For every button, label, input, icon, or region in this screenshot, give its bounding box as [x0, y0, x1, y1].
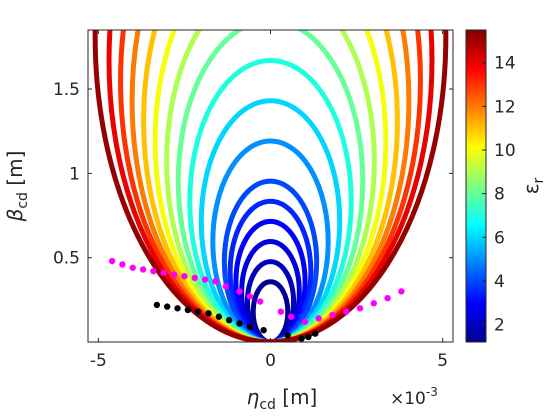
- series-0-point-18: [315, 315, 322, 322]
- y-tick-label-1: 1: [69, 164, 80, 184]
- series-0-point-15: [277, 308, 285, 315]
- circle-eps-15: [106, 30, 435, 342]
- colorbar-symbol: ε: [519, 183, 543, 194]
- series-0-point-4: [150, 267, 157, 275]
- series-1-point-3: [184, 306, 192, 314]
- series-0-point-12: [236, 288, 243, 295]
- circle-eps-14: [118, 30, 423, 342]
- series-0-point-2: [129, 264, 136, 271]
- series-1-point-4: [194, 308, 202, 315]
- y-axis-subscript: cd: [15, 192, 31, 209]
- series-1-point-9: [246, 323, 254, 331]
- circle-eps-8: [187, 58, 354, 342]
- series-1-point-12: [298, 335, 305, 342]
- series-0-point-22: [370, 300, 378, 307]
- series-0-point-11: [222, 283, 229, 290]
- series-0-point-24: [398, 288, 405, 295]
- x-tick-label-2: 5: [437, 351, 448, 371]
- circle-eps-16: [92, 30, 449, 342]
- series-0-point-10: [212, 278, 219, 285]
- y-tick-label-2: 1.5: [53, 80, 80, 100]
- series-0-point-19: [329, 311, 336, 319]
- colorbar-ticks: 2 4 6 8 10 12 14: [482, 54, 516, 336]
- circle-eps-6: [210, 138, 331, 342]
- series-1-point-1: [163, 303, 171, 310]
- series-1-point-0: [153, 301, 161, 309]
- series-0-point-21: [356, 305, 364, 312]
- series-0-point-14: [256, 298, 264, 305]
- series-0-point-20: [343, 308, 350, 315]
- circle-eps-3: [233, 218, 308, 342]
- x-tick-label-0: -5: [90, 351, 107, 371]
- series-0-point-8: [191, 274, 198, 282]
- points-layer: [108, 257, 405, 342]
- circles-layer: [92, 30, 449, 342]
- colorbar-tick-label-2: 6: [494, 228, 505, 248]
- colorbar-tick-label-4: 10: [494, 141, 516, 161]
- axes-layer: -5 0 5 0.5 1 1.5: [53, 30, 453, 371]
- circle-eps-11: [152, 30, 389, 342]
- series-0-point-0: [108, 257, 116, 265]
- colorbar-label: εr: [519, 177, 547, 194]
- x-multiplier: ×10-3: [390, 385, 438, 409]
- series-0-point-3: [139, 266, 147, 273]
- colorbar-subscript: r: [531, 177, 547, 183]
- series-1-point-6: [215, 313, 223, 320]
- x-axis-symbol: η: [247, 385, 260, 409]
- x-multiplier-base: ×10: [390, 389, 426, 409]
- series-1-point-10: [260, 326, 267, 334]
- series-1-point-14: [312, 330, 319, 337]
- x-multiplier-exponent: -3: [426, 385, 438, 399]
- colorbar: [465, 29, 487, 343]
- series-1-point-11: [284, 332, 291, 339]
- y-axis-label: βcd [m]: [3, 151, 31, 223]
- circle-eps-12: [141, 30, 400, 342]
- series-0-point-17: [301, 318, 309, 325]
- circle-eps-13: [129, 30, 412, 342]
- series-1-point-2: [174, 305, 181, 312]
- x-axis-label: ηcd [m]: [247, 385, 318, 413]
- colorbar-tick-label-6: 14: [494, 54, 516, 74]
- series-1-point-8: [236, 320, 243, 327]
- circle-eps-7: [198, 98, 343, 342]
- series-0-point-9: [201, 276, 209, 283]
- series-0-point-7: [181, 273, 188, 280]
- circle-eps-10: [164, 30, 377, 342]
- series-0-point-13: [246, 293, 254, 300]
- x-axis-subscript: cd: [259, 397, 276, 413]
- series-1-point-7: [225, 316, 233, 324]
- y-axis-unit: [m]: [3, 151, 27, 192]
- y-axis-symbol: β: [3, 208, 27, 222]
- series-0-point-23: [384, 294, 391, 302]
- series-0-point-1: [119, 261, 126, 268]
- series-1-point-13: [305, 333, 312, 341]
- colorbar-tick-label-1: 4: [494, 272, 505, 292]
- series-0-point-5: [160, 269, 167, 277]
- x-tick-label-1: 0: [265, 351, 276, 371]
- colorbar-tick-label-0: 2: [494, 316, 505, 336]
- series-0-point-16: [287, 313, 295, 320]
- x-axis-unit: [m]: [276, 385, 317, 409]
- series-0-point-6: [170, 271, 178, 278]
- colorbar-tick-label-5: 12: [494, 97, 516, 117]
- colorbar-tick-label-3: 8: [494, 185, 505, 205]
- series-1-point-5: [205, 310, 212, 317]
- circle-eps-9: [175, 30, 366, 342]
- y-tick-label-0: 0.5: [53, 249, 80, 269]
